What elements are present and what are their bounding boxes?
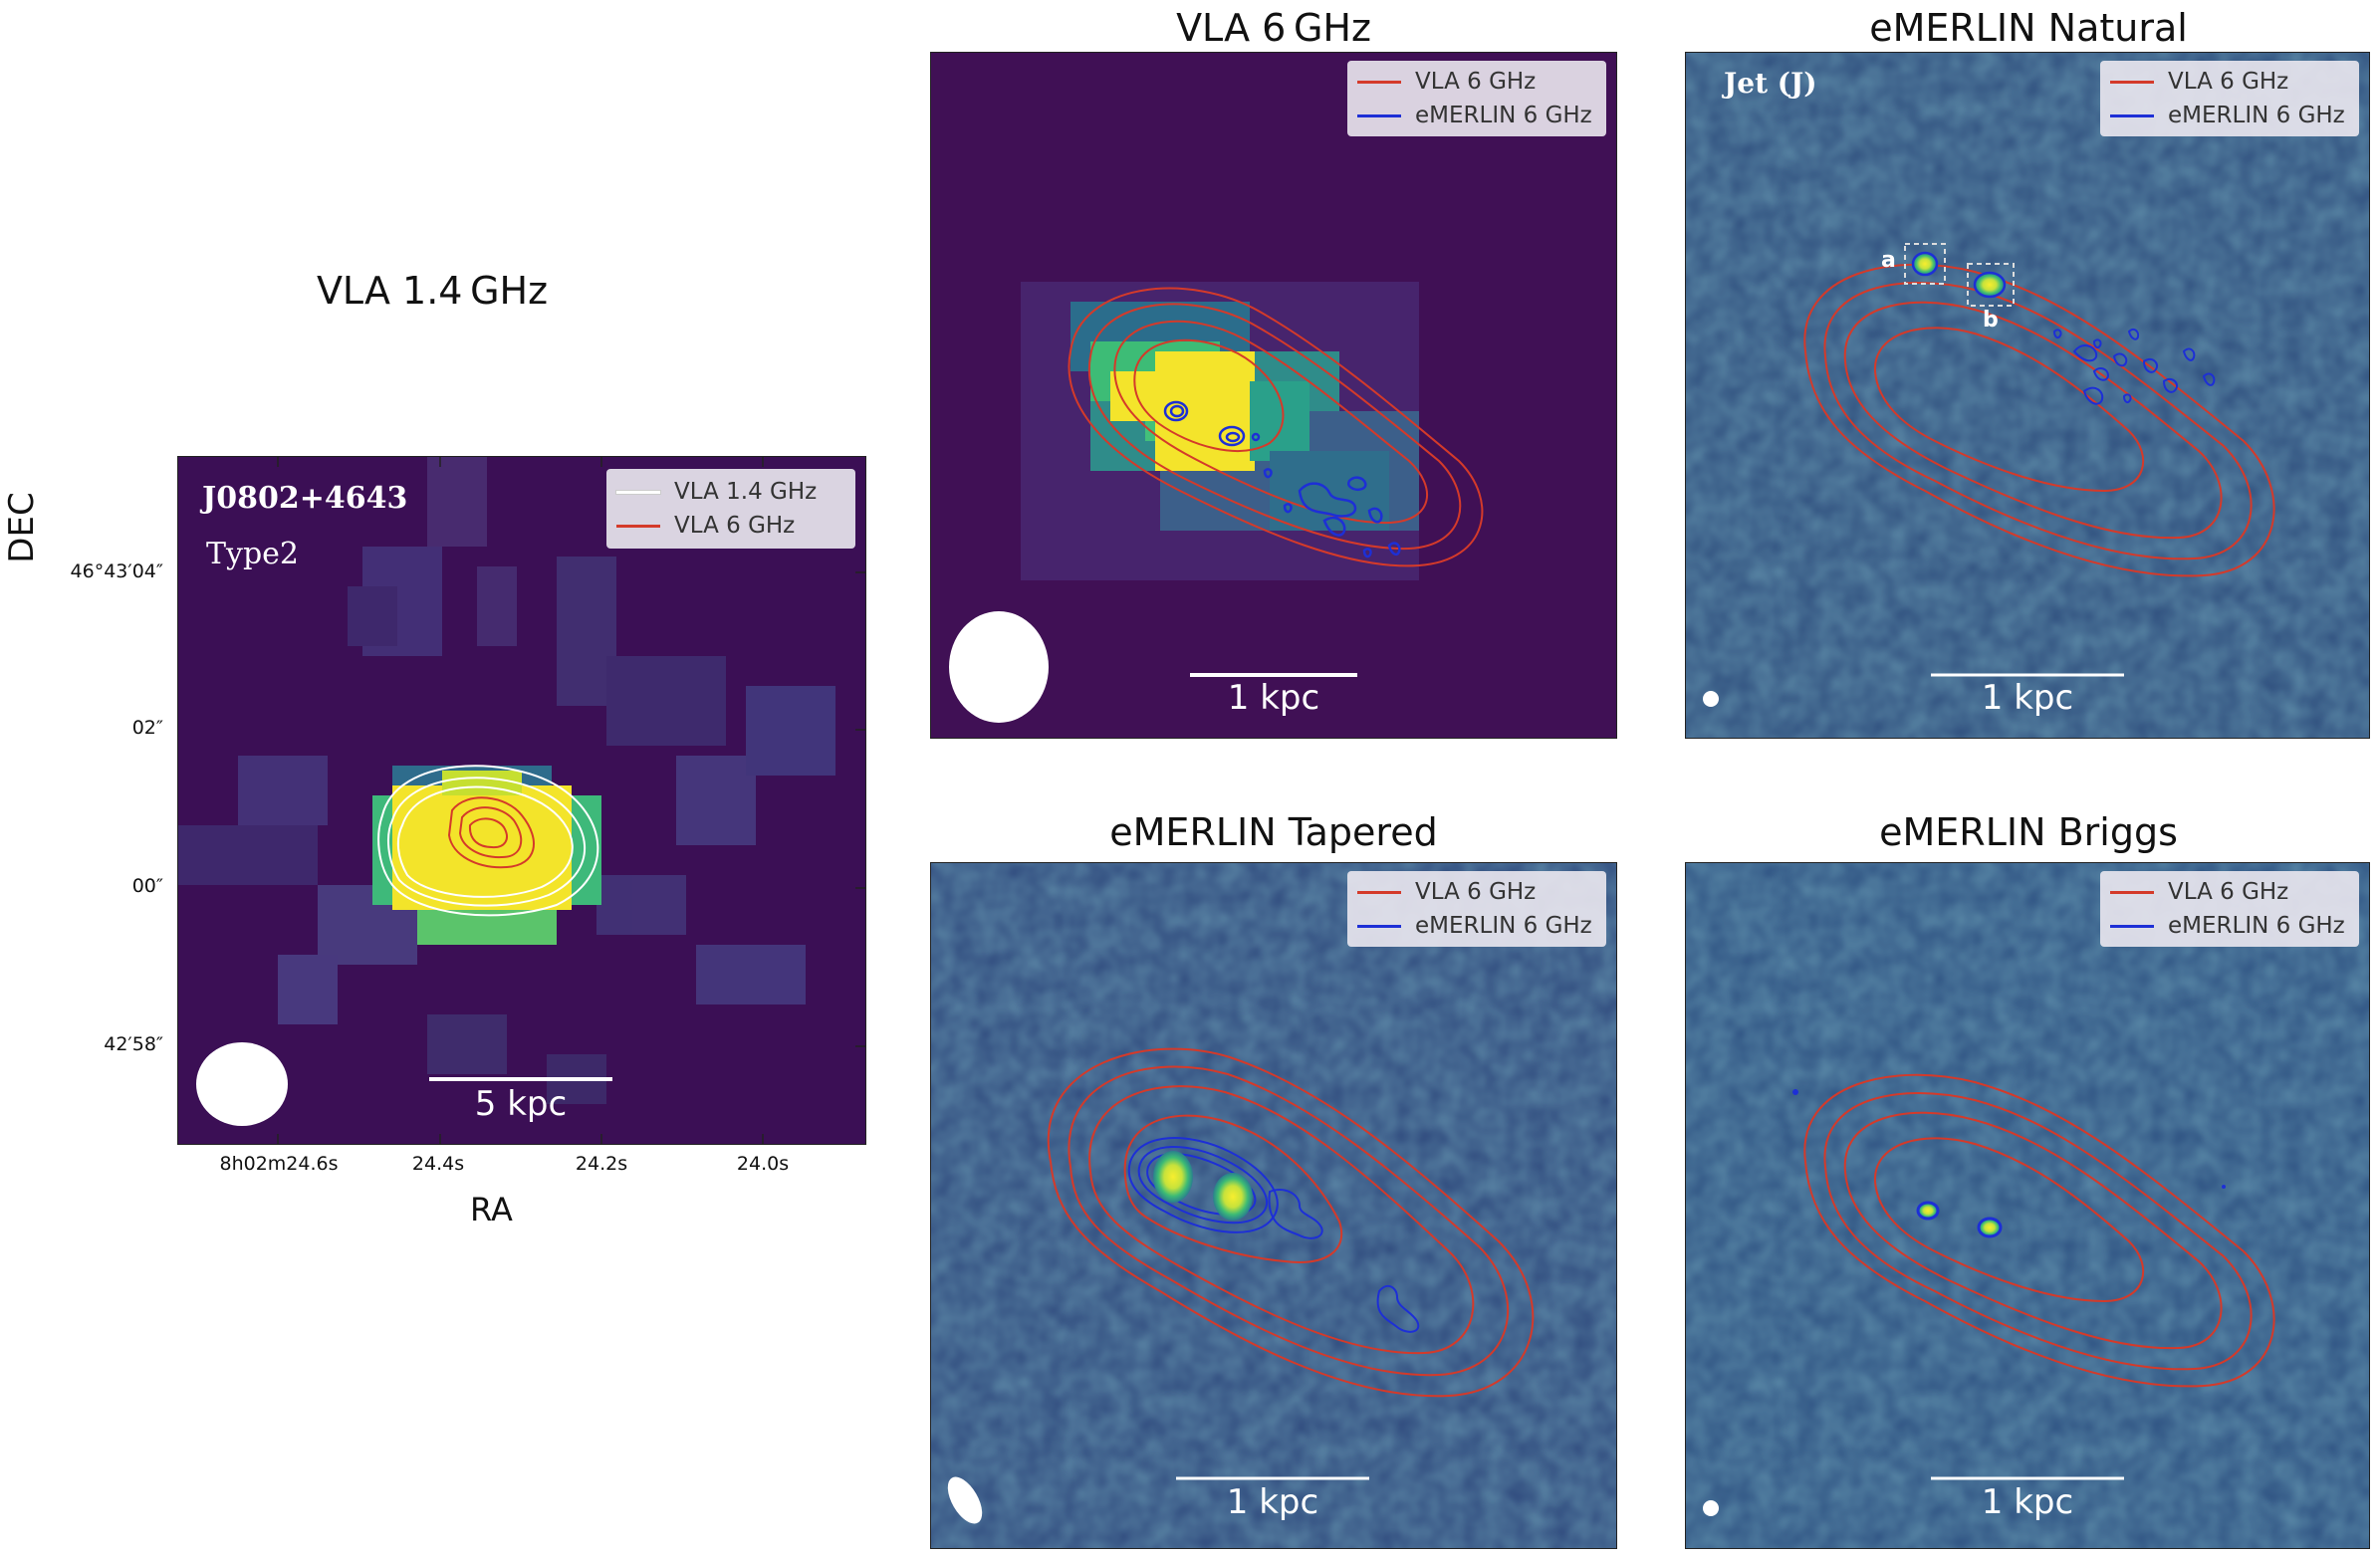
vla6-contours [1803, 1073, 2275, 1388]
radio-map [1686, 53, 2369, 738]
panel-title: eMERLIN Tapered [1109, 810, 1438, 854]
beam-ellipse [949, 611, 1049, 723]
radio-map [949, 282, 1484, 723]
panel-title: eMERLIN Natural [1869, 6, 2188, 50]
legend-swatch [1357, 924, 1401, 928]
scalebar-label: 1 kpc [1981, 1482, 2074, 1522]
vla6-contours [1803, 263, 2275, 577]
legend: VLA 6 GHz eMERLIN 6 GHz [2100, 61, 2359, 136]
beam-ellipse [947, 1476, 983, 1524]
legend-label: VLA 6 GHz [1415, 69, 1537, 95]
beam-ellipse [1703, 1500, 1719, 1516]
legend-label: eMERLIN 6 GHz [2168, 913, 2345, 939]
image-frame: VLA 6 GHz eMERLIN 6 GHz 1 kpc [930, 862, 1617, 1549]
legend-label: VLA 6 GHz [2168, 69, 2289, 95]
legend-label: eMERLIN 6 GHz [1415, 913, 1592, 939]
component-b [1967, 263, 2015, 307]
x-tick-label: 24.2s [575, 1153, 628, 1175]
image-frame: VLA 6 GHz eMERLIN 6 GHz 1 kpc [1685, 862, 2370, 1549]
y-axis-label: DEC [2, 492, 42, 563]
panel-title: eMERLIN Briggs [1879, 810, 2178, 854]
y-tick-label: 02″ [131, 717, 163, 739]
beam-ellipse [196, 1042, 288, 1126]
legend-label: eMERLIN 6 GHz [2168, 103, 2345, 128]
source-name: J0802+4643 [202, 481, 408, 516]
radio-map [931, 863, 1616, 1548]
component-label-a: a [1881, 248, 1896, 273]
legend-swatch [2110, 924, 2154, 928]
legend-label: VLA 6 GHz [2168, 879, 2289, 905]
legend-swatch [616, 490, 660, 494]
legend: VLA 1.4 GHz VLA 6 GHz [606, 469, 855, 549]
emerlin-contours [2052, 328, 2216, 405]
noise-spot [2222, 1185, 2226, 1189]
x-axis-label: RA [470, 1191, 513, 1228]
component-a [1916, 1201, 1940, 1221]
legend-label: VLA 6 GHz [674, 513, 796, 539]
legend-swatch [2110, 890, 2154, 894]
x-tick-label: 24.4s [411, 1153, 465, 1175]
pixel-grid [1021, 282, 1419, 580]
noise-spot [1792, 1089, 1798, 1095]
scalebar-label: 1 kpc [1981, 678, 2074, 718]
legend-swatch [1357, 80, 1401, 84]
emerlin-contours [1163, 400, 1401, 558]
annotation-label: Jet (J) [1724, 67, 1817, 100]
source-type: Type2 [206, 537, 300, 571]
legend: VLA 6 GHz eMERLIN 6 GHz [2100, 871, 2359, 947]
beam-ellipse [1703, 691, 1719, 707]
legend-swatch [1357, 890, 1401, 894]
legend-label: VLA 1.4 GHz [674, 479, 818, 505]
image-frame: J0802+4643 Type2 VLA 1.4 GHz VLA 6 GHz 5… [177, 456, 866, 1145]
axis-ticks [277, 457, 865, 1144]
vla14-contours [377, 765, 599, 917]
jet-knot [1213, 1173, 1253, 1221]
legend-swatch [1357, 113, 1401, 117]
image-frame: Jet (J) a b VLA 6 GHz eMERLIN 6 GHz 1 kp… [1685, 52, 2370, 739]
legend-label: VLA 6 GHz [1415, 879, 1537, 905]
panel-title: VLA 1.4 GHz [316, 269, 549, 313]
x-tick-label: 8h02m24.6s [219, 1153, 339, 1175]
scalebar-label: 1 kpc [1226, 1482, 1319, 1522]
jet-knot [1153, 1151, 1193, 1203]
scalebar-label: 1 kpc [1227, 678, 1320, 718]
component-label-b: b [1983, 308, 1999, 333]
radio-map [178, 457, 865, 1144]
legend-swatch [2110, 113, 2154, 117]
panel-title: VLA 6 GHz [1176, 6, 1371, 50]
source-emission [372, 766, 601, 945]
vla6-contours [447, 796, 535, 869]
scalebar-label: 5 kpc [474, 1084, 568, 1124]
vla6-contours [1047, 1047, 1535, 1398]
x-tick-label: 24.0s [736, 1153, 790, 1175]
y-tick-label: 46°43′04″ [70, 560, 163, 582]
legend: VLA 6 GHz eMERLIN 6 GHz [1347, 61, 1606, 136]
legend-swatch [616, 524, 660, 528]
legend-label: eMERLIN 6 GHz [1415, 103, 1592, 128]
legend: VLA 6 GHz eMERLIN 6 GHz [1347, 871, 1606, 947]
y-tick-label: 42′58″ [104, 1033, 163, 1055]
radio-map [1686, 863, 2369, 1548]
y-tick-label: 00″ [131, 875, 163, 897]
image-frame: VLA 6 GHz eMERLIN 6 GHz 1 kpc [930, 52, 1617, 739]
component-b [1977, 1217, 2003, 1238]
component-a [1904, 243, 1946, 285]
legend-swatch [2110, 80, 2154, 84]
vla6-contours [1068, 287, 1484, 567]
